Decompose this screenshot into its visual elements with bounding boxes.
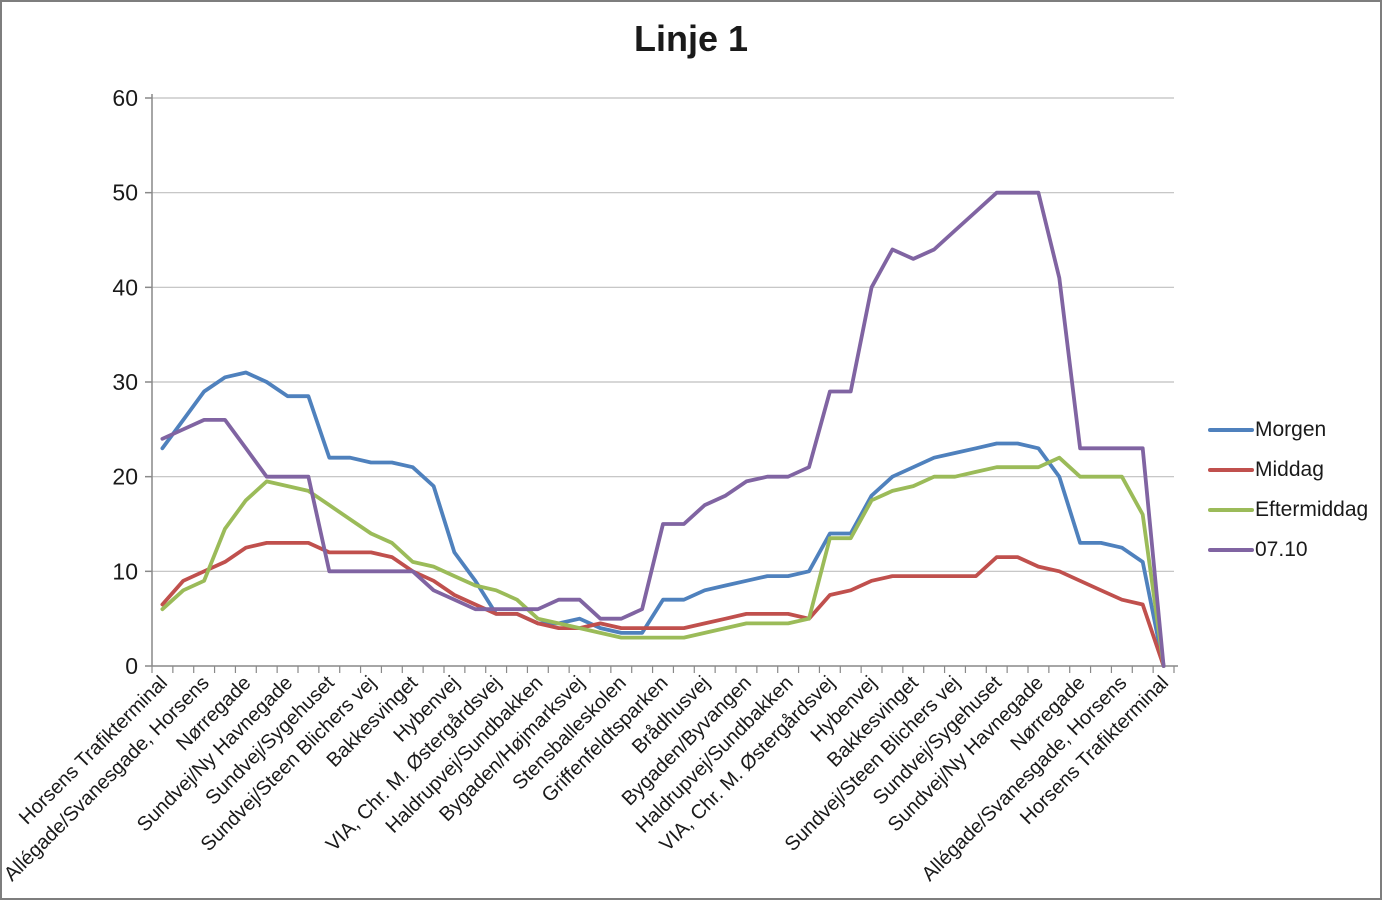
y-axis-label-60: 60 xyxy=(112,85,138,111)
legend-line-swatch-eftermiddag xyxy=(1208,508,1254,512)
legend-item-eftermiddag: Eftermiddag xyxy=(1208,495,1384,525)
y-axis-label-0: 0 xyxy=(125,653,138,679)
y-axis-label-10: 10 xyxy=(112,558,138,584)
legend-label-middag: Middag xyxy=(1255,458,1324,481)
legend-item-0710: 07.10 xyxy=(1208,535,1384,565)
y-axis-label-20: 20 xyxy=(112,464,138,490)
legend-item-middag: Middag xyxy=(1208,455,1384,485)
chart-title: Linje 1 xyxy=(633,18,749,59)
series-line-eftermiddag xyxy=(160,455,1166,668)
series-line-morgen xyxy=(160,370,1166,668)
legend-label-eftermiddag: Eftermiddag xyxy=(1255,498,1369,521)
y-axis-label-30: 30 xyxy=(112,369,138,395)
legend-item-morgen: Morgen xyxy=(1208,415,1384,445)
legend: Morgen Middag Eftermiddag 07.10 xyxy=(1208,415,1384,575)
series-line-middag xyxy=(160,541,1166,668)
legend-line-swatch-middag xyxy=(1208,468,1254,472)
series-line-07-10 xyxy=(160,190,1166,668)
legend-label-morgen: Morgen xyxy=(1255,418,1327,441)
legend-label-0710: 07.10 xyxy=(1255,538,1308,561)
legend-line-swatch-0710 xyxy=(1208,548,1254,552)
y-axis-label-50: 50 xyxy=(112,180,138,206)
y-axis-label-40: 40 xyxy=(112,274,138,300)
legend-line-swatch-morgen xyxy=(1208,428,1254,432)
